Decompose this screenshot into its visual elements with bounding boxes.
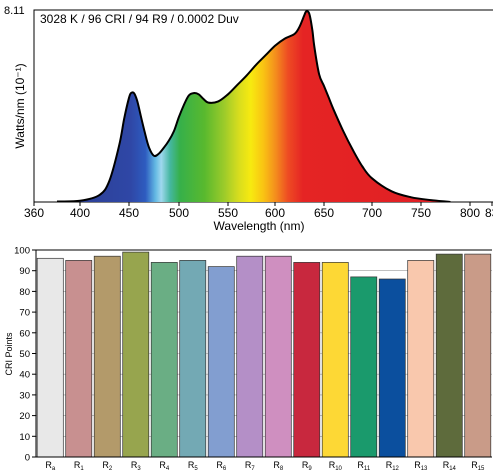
cri-x-tick-label: R14 — [443, 460, 457, 471]
cri-x-labels: Ra R1 R2 R3 R4 R5 R6 R7 R8 R9 R10 R11 R12 R13 R14 R15 — [45, 460, 485, 471]
cri-bar-r13 — [407, 260, 435, 458]
spectrum-x-axis-label: Wavelength (nm) — [214, 219, 305, 233]
spectrum-x-tick-label: 600 — [265, 206, 285, 220]
cri-bar-r3 — [122, 251, 150, 458]
cri-x-tick-label: R11 — [357, 460, 370, 471]
spectrum-x-tick-label: 450 — [119, 206, 139, 220]
spectrum-power-area — [57, 11, 451, 202]
cri-bar-r2 — [93, 255, 121, 458]
spectrum-x-ticks: 360 400 450 500 550 600 650 700 750 800 830 — [24, 202, 493, 220]
cri-bar-r12 — [378, 278, 406, 458]
cri-x-tick-label: R8 — [273, 460, 284, 471]
spectrum-x-tick-label: 650 — [314, 206, 334, 220]
cri-y-tick-label: 0 — [25, 453, 30, 464]
cri-x-tick-label: R2 — [102, 460, 113, 471]
cri-bar-r1 — [65, 260, 93, 458]
cri-bar-ra — [36, 257, 64, 458]
cri-bar-r4 — [150, 262, 178, 458]
spectrum-x-tick-label: 830 — [485, 206, 493, 220]
cri-y-tick-label: 10 — [19, 432, 30, 443]
spectrum-chart-title: 3028 K / 96 CRI / 94 R9 / 0.0002 Duv — [40, 12, 239, 26]
cri-y-ticks: 0 10 20 30 40 50 60 70 80 90 100 — [14, 246, 36, 464]
cri-bar-r14 — [435, 253, 463, 458]
spectrum-ymax-label: 8.11 — [4, 5, 25, 17]
cri-x-tick-label: R12 — [386, 460, 400, 471]
spectrum-x-tick-label: 550 — [218, 206, 238, 220]
cri-bar-r8 — [264, 255, 292, 458]
cri-bar-r7 — [236, 255, 264, 458]
spectrum-y-axis-label: Watts/nm (10⁻¹) — [13, 63, 27, 148]
cri-y-tick-label: 90 — [19, 266, 30, 277]
spectrum-power-line — [56, 10, 451, 202]
cri-bar-r11 — [350, 276, 378, 458]
cri-y-tick-label: 80 — [19, 287, 30, 298]
cri-y-axis-label: CRI Points — [4, 332, 14, 376]
cri-x-tick-label: R7 — [245, 460, 255, 471]
cri-bar-r15 — [464, 253, 492, 458]
spectrum-chart: 3028 K / 96 CRI / 94 R9 / 0.0002 Duv 8.1… — [4, 5, 493, 233]
cri-bar-chart: 0 10 20 30 40 50 60 70 80 90 100 CRI Points Ra R1 R2… — [4, 246, 492, 471]
cri-x-tick-label: R15 — [471, 460, 485, 471]
spectrum-area-group — [56, 10, 451, 202]
cri-x-tick-label: R4 — [159, 460, 170, 471]
cri-x-tick-label: R9 — [302, 460, 313, 471]
cri-x-tick-label: R1 — [74, 460, 85, 471]
spectrum-x-tick-label: 400 — [70, 206, 90, 220]
spectrum-x-tick-label: 360 — [24, 206, 44, 220]
cri-bars — [36, 251, 492, 458]
spectrum-x-tick-label: 800 — [460, 206, 480, 220]
cri-y-tick-label: 40 — [19, 370, 30, 381]
cri-x-tick-label: R6 — [216, 460, 227, 471]
cri-bar-r5 — [179, 260, 207, 458]
cri-y-tick-label: 60 — [19, 328, 30, 339]
cri-bar-r10 — [321, 262, 349, 458]
cri-y-tick-label: 20 — [19, 411, 30, 422]
cri-y-tick-label: 100 — [14, 246, 30, 257]
cri-x-tick-label: R13 — [414, 460, 428, 471]
spectrum-x-tick-label: 700 — [362, 206, 382, 220]
spectrum-x-tick-label: 500 — [169, 206, 189, 220]
cri-bar-r9 — [293, 262, 321, 458]
cri-x-tick-label: R5 — [188, 460, 199, 471]
cri-x-tick-label: R10 — [329, 460, 343, 471]
cri-y-tick-label: 50 — [19, 349, 30, 360]
cri-bar-r6 — [207, 266, 235, 458]
cri-y-tick-label: 70 — [19, 308, 30, 319]
spectrum-x-tick-label: 750 — [411, 206, 431, 220]
cri-y-tick-label: 30 — [19, 390, 30, 401]
cri-x-tick-label: Ra — [45, 460, 56, 471]
cri-x-tick-label: R3 — [131, 460, 142, 471]
